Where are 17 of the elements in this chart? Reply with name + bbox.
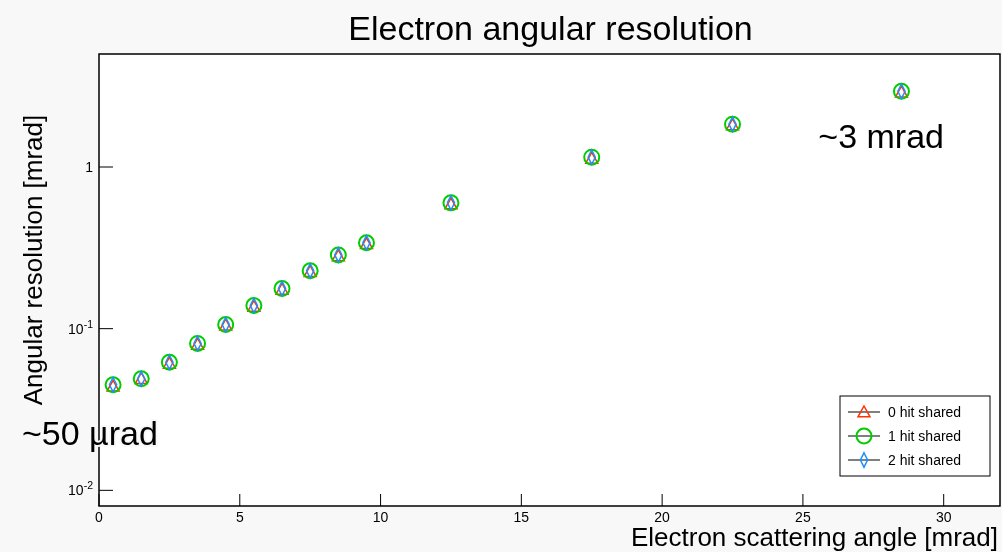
x-tick-label: 30 [935,509,952,525]
x-tick-label: 20 [654,509,671,525]
legend-label: 1 hit shared [888,428,962,444]
x-tick-label: 10 [372,509,389,525]
x-tick-label: 15 [513,509,530,525]
legend-label: 2 hit shared [888,452,962,468]
y-tick-label: 10$^{-1}$ [68,317,94,337]
legend-label: 0 hit shared [888,404,962,420]
y-tick-label: 1 [85,159,94,175]
annotation: ~3 mrad [818,117,944,155]
y-axis-title: Angular resolution [mrad] [18,114,48,406]
x-tick-label: 5 [235,509,244,525]
y-tick-label: 10$^{-2}$ [68,479,94,499]
chart-title: Electron angular resolution [348,9,753,47]
x-tick-label: 0 [95,509,104,525]
x-tick-label: 25 [795,509,811,525]
x-axis-title: Electron scattering angle [mrad] [630,522,998,552]
